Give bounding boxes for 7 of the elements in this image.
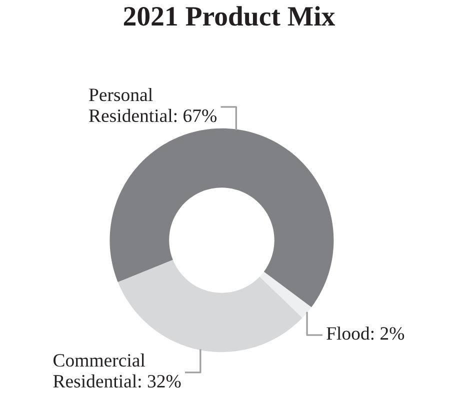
slice-label: Commercial Residential: 32% xyxy=(53,353,181,388)
chart-title: 2021 Product Mix xyxy=(124,6,336,26)
slice-label: Personal Residential: 67% xyxy=(89,88,216,122)
donut-slice xyxy=(110,128,334,308)
donut-slice xyxy=(260,272,312,318)
slice-label: Flood: 2% xyxy=(326,326,404,340)
donut-slice xyxy=(118,260,302,352)
